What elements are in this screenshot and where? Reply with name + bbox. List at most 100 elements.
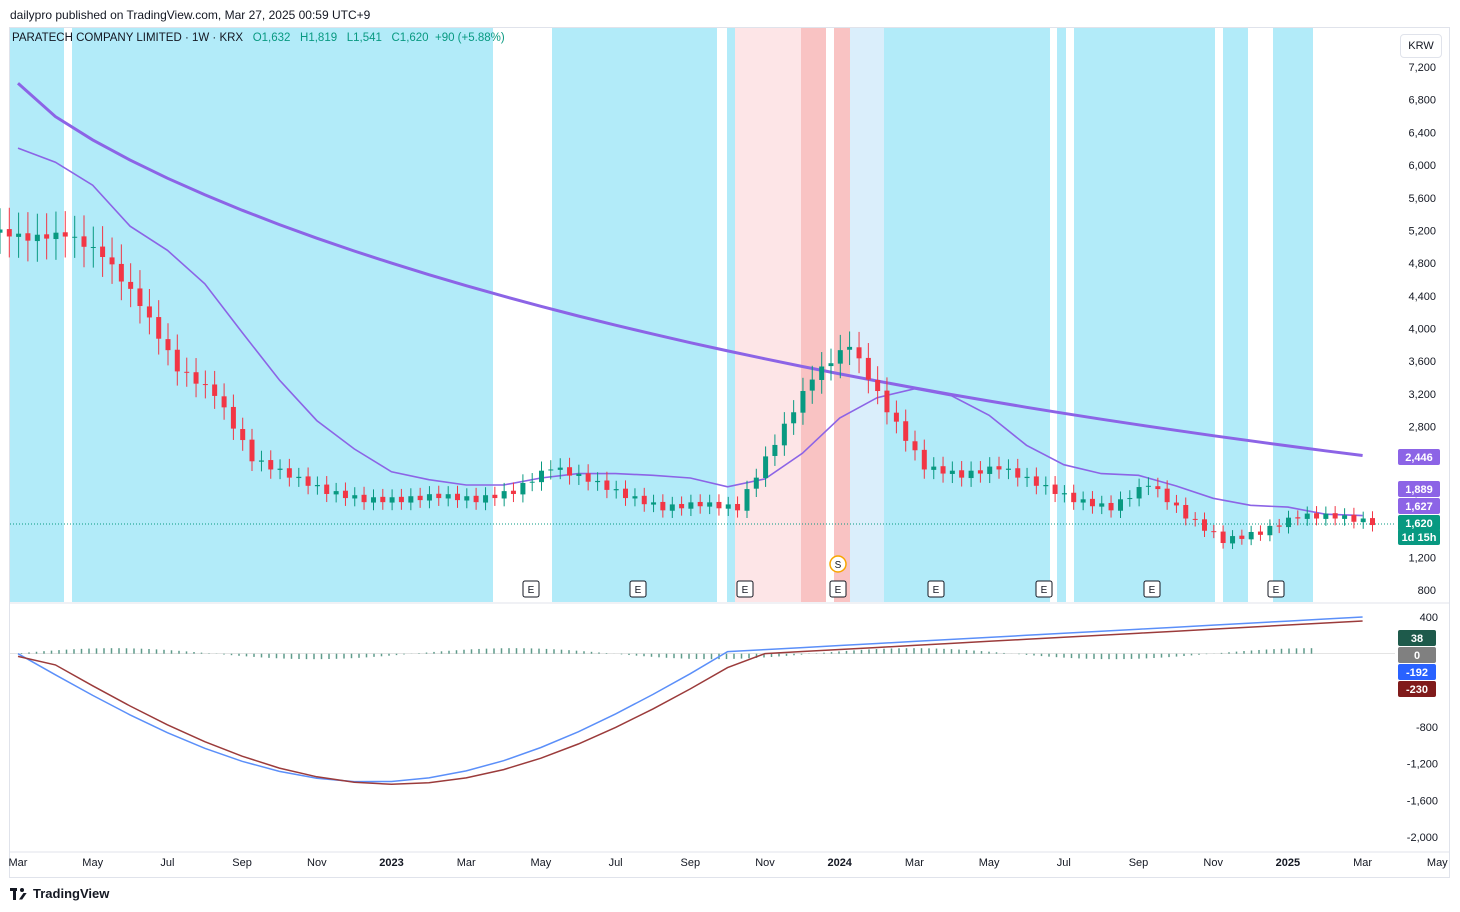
candle-body xyxy=(1211,531,1217,533)
candle-body xyxy=(286,468,292,478)
time-tick-label: Nov xyxy=(755,857,775,869)
earnings-marker-label: E xyxy=(1149,585,1156,596)
candle-body xyxy=(426,494,432,501)
open-label: O xyxy=(252,32,262,44)
candle-body xyxy=(380,496,386,503)
candle-body xyxy=(501,491,507,499)
price-tick-label: 2,800 xyxy=(1408,422,1436,434)
candle-body xyxy=(1024,476,1030,479)
candle-body xyxy=(1192,518,1198,520)
earnings-marker xyxy=(1035,580,1053,598)
candle-body xyxy=(455,493,460,501)
candle-body xyxy=(903,421,909,441)
price-badge xyxy=(1398,481,1440,497)
price-tick-label: 4,800 xyxy=(1408,258,1436,270)
earnings-marker xyxy=(829,580,847,598)
price-tick-label: 3,600 xyxy=(1408,356,1436,368)
price-badge-label: 1,889 xyxy=(1405,484,1433,496)
candle-body xyxy=(492,494,498,499)
band-5 xyxy=(801,28,826,602)
time-tick-label: Nov xyxy=(307,857,327,869)
candle-body xyxy=(268,460,274,470)
candle-body xyxy=(389,497,395,503)
candle-body xyxy=(1061,493,1067,495)
candle-body xyxy=(1295,517,1301,519)
candle-body xyxy=(25,233,31,241)
chart-frame[interactable] xyxy=(9,27,1450,878)
candle-body xyxy=(707,502,713,507)
candle-body xyxy=(744,489,750,511)
candle-body xyxy=(1257,531,1263,535)
price-badge xyxy=(1398,498,1440,514)
candle-body xyxy=(156,317,162,339)
time-tick-label: Jul xyxy=(160,857,174,869)
candle-body xyxy=(296,476,302,479)
band-8 xyxy=(884,28,1050,602)
band-7 xyxy=(850,28,884,602)
low-value: 1,541 xyxy=(353,32,382,44)
time-tick-label: May xyxy=(82,857,103,869)
tradingview-logo[interactable]: TradingView xyxy=(10,886,109,901)
event-markers: E E E E E E E E S xyxy=(522,555,1285,598)
candle-body xyxy=(940,466,946,474)
price-badges: 2,446 1,889 1,627 1,620 1d 15h 38 0 -192 -230 xyxy=(1398,449,1440,697)
candle-body xyxy=(1202,519,1207,531)
candle-body xyxy=(6,229,12,237)
price-tick-label: 4,000 xyxy=(1408,324,1436,336)
candle-body xyxy=(791,412,797,424)
price-tick-label: 5,200 xyxy=(1408,225,1436,237)
price-tick-label: 6,800 xyxy=(1408,95,1436,107)
close-label: C xyxy=(391,32,400,44)
candle-body xyxy=(1071,492,1077,503)
candle-body xyxy=(81,236,87,247)
candle-body xyxy=(0,229,3,233)
candle-body xyxy=(249,439,255,462)
candle-body xyxy=(371,497,376,503)
candle-body xyxy=(1314,513,1320,519)
candle-body xyxy=(118,263,124,282)
candle-body xyxy=(1267,525,1273,536)
candle-body xyxy=(1323,513,1329,519)
macd-tick-label: -800 xyxy=(1416,722,1438,734)
macd-badge xyxy=(1398,630,1436,646)
band-6 xyxy=(834,28,850,602)
candle-body xyxy=(72,236,78,238)
time-tick-label: May xyxy=(979,857,1000,869)
candle-body xyxy=(436,493,442,499)
earnings-marker-label: E xyxy=(1273,585,1280,596)
price-tick-label: 7,200 xyxy=(1408,62,1436,74)
candle-body xyxy=(212,384,218,396)
candle-body xyxy=(53,232,59,240)
candle-body xyxy=(856,347,862,359)
price-tick-label: 4,400 xyxy=(1408,291,1436,303)
candle-body xyxy=(1370,518,1375,526)
macd-tick-label: -2,000 xyxy=(1407,832,1438,844)
candle-body xyxy=(613,489,619,491)
candle-body xyxy=(567,467,573,476)
price-tick-label: 6,000 xyxy=(1408,160,1436,172)
price-tick-label: 1,200 xyxy=(1408,552,1436,564)
candle-body xyxy=(1304,513,1310,519)
candle-body xyxy=(893,412,899,422)
candle-body xyxy=(865,357,871,380)
earnings-marker xyxy=(629,580,647,598)
time-tick-label: Sep xyxy=(681,857,701,869)
split-marker-label: S xyxy=(835,560,842,571)
candle-body xyxy=(548,469,554,471)
moving-averages xyxy=(17,82,1363,517)
candle-body xyxy=(651,502,657,505)
candle-body xyxy=(1248,531,1254,540)
high-label: H xyxy=(300,32,309,44)
candle-body xyxy=(417,495,423,501)
price-tick-label: 800 xyxy=(1418,585,1436,597)
earnings-marker xyxy=(1143,580,1161,598)
macd-line xyxy=(17,616,1363,783)
price-badge xyxy=(1398,449,1440,465)
candle-body xyxy=(660,501,666,511)
currency-button[interactable]: KRW xyxy=(1400,34,1442,58)
candle-body xyxy=(333,491,339,495)
candle-body xyxy=(34,234,40,242)
candle-body xyxy=(716,501,722,509)
earnings-marker xyxy=(1267,580,1285,598)
